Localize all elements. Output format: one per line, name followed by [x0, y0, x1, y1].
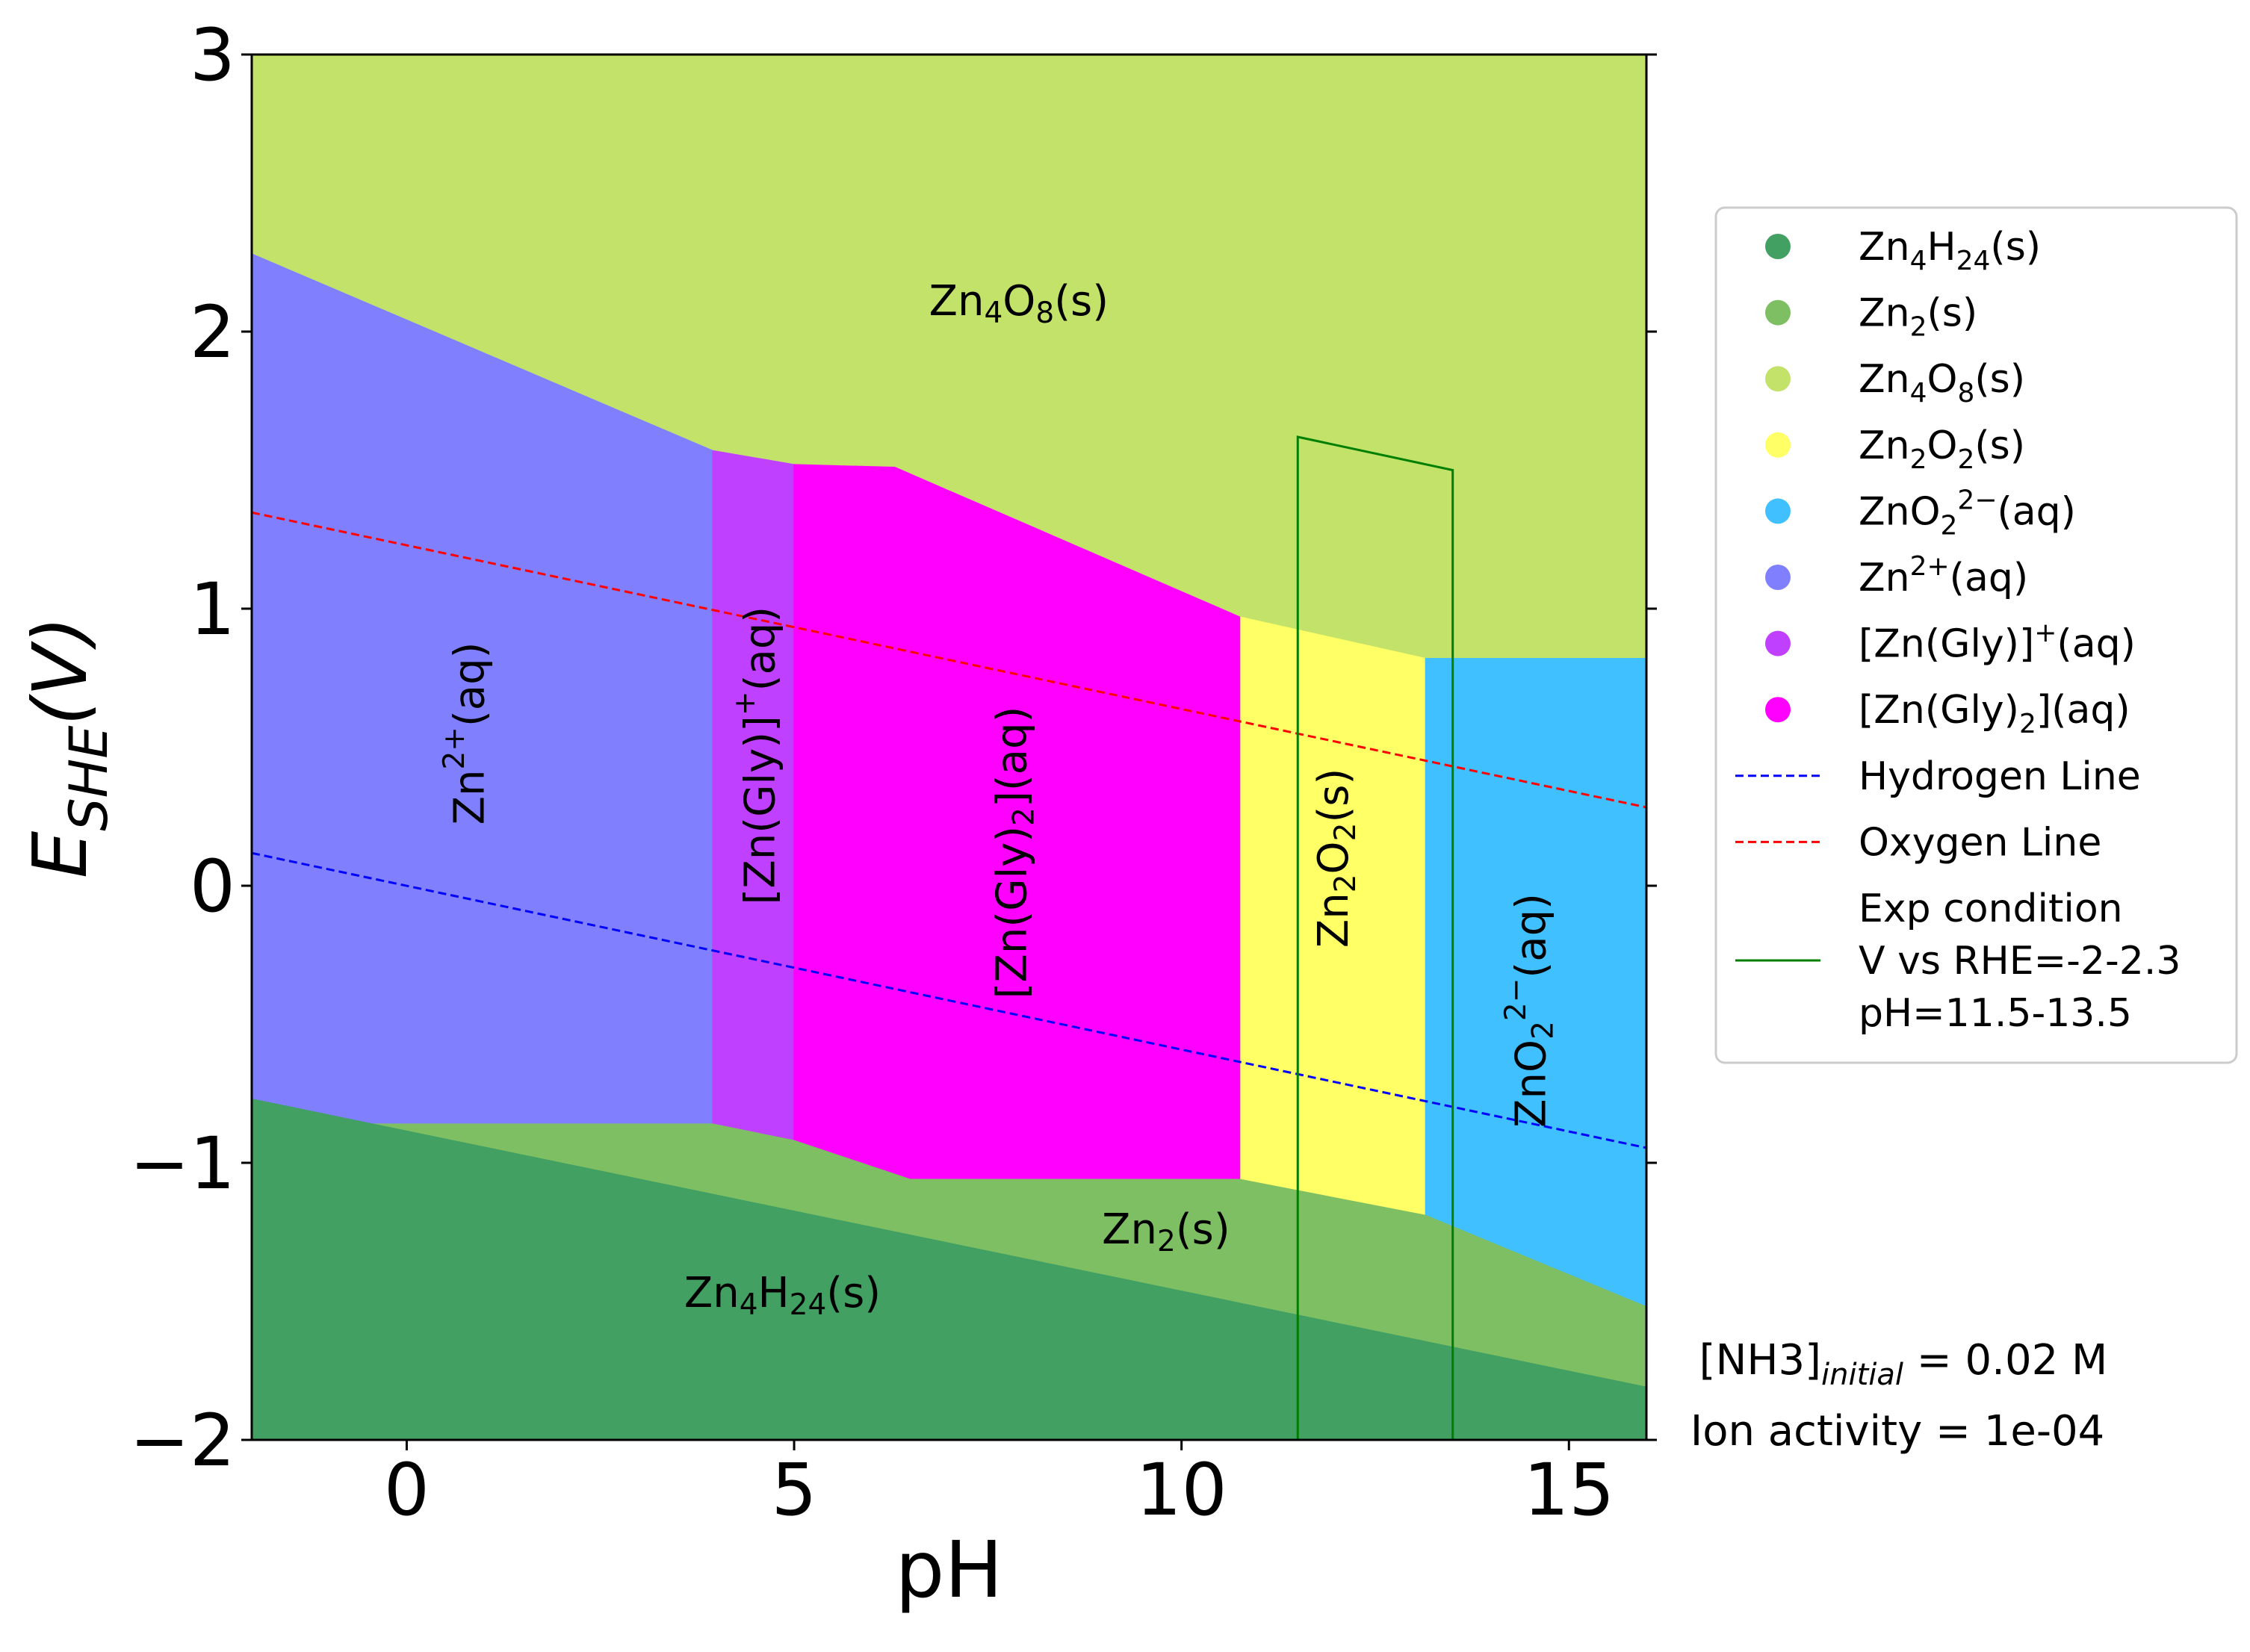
axis-labels: pH ESHE(V): [16, 616, 1003, 1615]
legend-label: ZnO22−(aq): [1859, 485, 2076, 541]
legend-label: Exp condition: [1859, 886, 2123, 931]
legend-label: Zn2(s): [1859, 291, 1977, 343]
y-tick-label: 0: [190, 845, 235, 928]
legend-label: V vs RHE=-2-2.3: [1859, 939, 2181, 984]
legend-marker: [1765, 299, 1791, 326]
y-tick-label: −1: [129, 1122, 235, 1205]
legend-marker: [1765, 498, 1791, 524]
legend-label: [Zn(Gly)]+(aq): [1859, 618, 2136, 667]
legend-marker: [1765, 234, 1791, 259]
region-label-2: Zn4H24(s): [684, 1269, 881, 1321]
legend-label: Hydrogen Line: [1859, 754, 2141, 799]
region-label-7: ZnO22−(aq): [1499, 893, 1560, 1128]
legend-box: [1714, 206, 2238, 1064]
region-label-3: Zn2+(aq): [438, 642, 495, 825]
oxygen-line: [251, 511, 1647, 809]
plot-frame: [250, 53, 1648, 1441]
legend-label: Zn2+(aq): [1859, 551, 2028, 600]
legend-label: Oxygen Line: [1859, 820, 2101, 865]
region-label-5: [Zn(Gly)2](aq): [988, 707, 1041, 999]
legend-marker: [1765, 565, 1791, 590]
y-tick-label: −2: [129, 1399, 235, 1482]
region-labels: Zn4O8(s) Zn2(s) Zn4H24(s) Zn2+(aq) [Zn(Gly)]…: [438, 277, 1560, 1322]
region-label-1: Zn2(s): [1102, 1205, 1230, 1258]
hydrogen-line: [251, 851, 1647, 1149]
legend-label: pH=11.5-13.5: [1859, 991, 2132, 1036]
y-tick-label: 1: [190, 568, 235, 651]
y-tick-label: 2: [190, 291, 235, 374]
legend-marker: [1765, 697, 1791, 723]
annotations: [NH3]initial = 0.02 M Ion activity = 1e-0…: [1690, 1336, 2108, 1456]
legend-marker: [1765, 432, 1791, 458]
legend-label: [Zn(Gly)2](aq): [1859, 688, 2130, 739]
region-label-6: Zn2O2(s): [1310, 768, 1362, 948]
x-tick-label: 0: [384, 1448, 430, 1532]
region-label-0: Zn4O8(s): [929, 277, 1109, 329]
nh3-annotation: [NH3]initial = 0.02 M: [1699, 1336, 2108, 1392]
region-label-4: [Zn(Gly)]+(aq): [728, 606, 785, 905]
y-axis-label: ESHE(V): [16, 616, 120, 878]
legend-marker: [1765, 630, 1791, 656]
axis-ticks: 0 5 10 15 −2 −1 0 1 2 3: [129, 13, 1657, 1532]
region-zno2aq: [1425, 658, 1647, 1308]
legend: Zn4H24(s) Zn2(s) Zn4O8(s) Zn2O2(s) ZnO22−(aq…: [1714, 206, 2238, 1064]
legend-label: Zn4O8(s): [1859, 357, 2025, 409]
x-tick-label: 15: [1523, 1448, 1614, 1532]
ion-activity-annotation: Ion activity = 1e-04: [1690, 1407, 2105, 1456]
x-tick-label: 10: [1136, 1448, 1227, 1532]
legend-label: Zn2O2(s): [1859, 423, 2025, 475]
plot-lines: [251, 435, 1647, 1440]
x-tick-label: 5: [772, 1448, 817, 1532]
legend-marker: [1765, 366, 1791, 392]
x-axis-label: pH: [895, 1524, 1002, 1615]
exp-condition-line: [1296, 435, 1454, 1440]
legend-label: Zn4H24(s): [1859, 225, 2041, 276]
y-tick-label: 3: [190, 13, 235, 97]
